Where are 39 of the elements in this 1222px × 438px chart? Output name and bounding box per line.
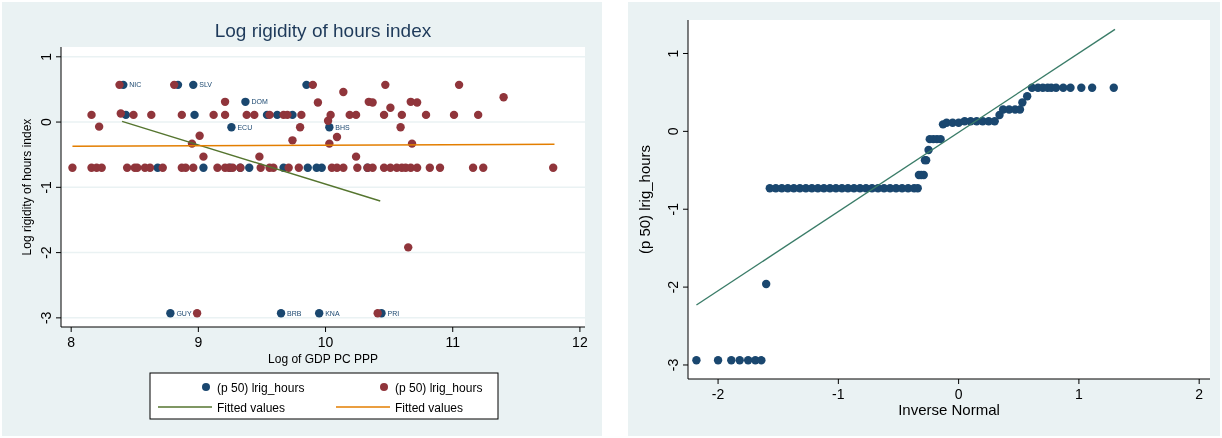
- x-tick-label: 10: [317, 334, 334, 350]
- x-tick-label: 9: [194, 334, 203, 350]
- x-tick-label: 0: [954, 386, 963, 402]
- point: [227, 123, 236, 132]
- chart-title: Log rigidity of hours index: [214, 20, 432, 41]
- y-tick-label: 0: [38, 117, 54, 126]
- y-tick-label: -1: [665, 202, 681, 216]
- x-tick-label: 8: [67, 334, 76, 350]
- x-axis-title: Inverse Normal: [898, 401, 1000, 418]
- x-tick-label: -1: [832, 386, 845, 402]
- x-tick-label: -2: [711, 386, 725, 402]
- y-tick-label: -1: [38, 180, 54, 194]
- x-axis-title: Log of GDP PC PPP: [268, 352, 378, 366]
- x-tick-label: 2: [1195, 386, 1204, 402]
- point: [166, 309, 175, 318]
- y-tick-label: -2: [665, 280, 681, 294]
- y-tick-label: -3: [665, 358, 681, 372]
- y-tick-label: 1: [665, 49, 681, 58]
- point: [241, 97, 250, 107]
- legend-label: Fitted values: [395, 400, 464, 415]
- legend-label: (p 50) lrig_hours: [217, 380, 305, 395]
- x-tick-label: 12: [572, 334, 588, 350]
- point: [190, 110, 199, 120]
- point: [199, 163, 208, 172]
- y-tick-label: 0: [665, 127, 681, 136]
- point: [276, 309, 286, 318]
- x-tick-label: 11: [445, 334, 461, 350]
- y-axis-title: Log rigidity of hours index: [20, 118, 34, 256]
- point: [245, 163, 254, 172]
- y-tick-label: -3: [38, 311, 54, 325]
- x-tick-label: 1: [1075, 386, 1083, 402]
- point: [314, 309, 324, 318]
- y-tick-label: 1: [38, 52, 54, 61]
- y-tick-label: -2: [38, 246, 54, 259]
- point: [303, 163, 312, 172]
- legend-label: (p 50) lrig_hours: [395, 380, 483, 395]
- y-axis-title: (p 50) lrig_hours: [636, 144, 653, 255]
- point: [189, 80, 198, 90]
- legend-label: Fitted values: [217, 400, 286, 415]
